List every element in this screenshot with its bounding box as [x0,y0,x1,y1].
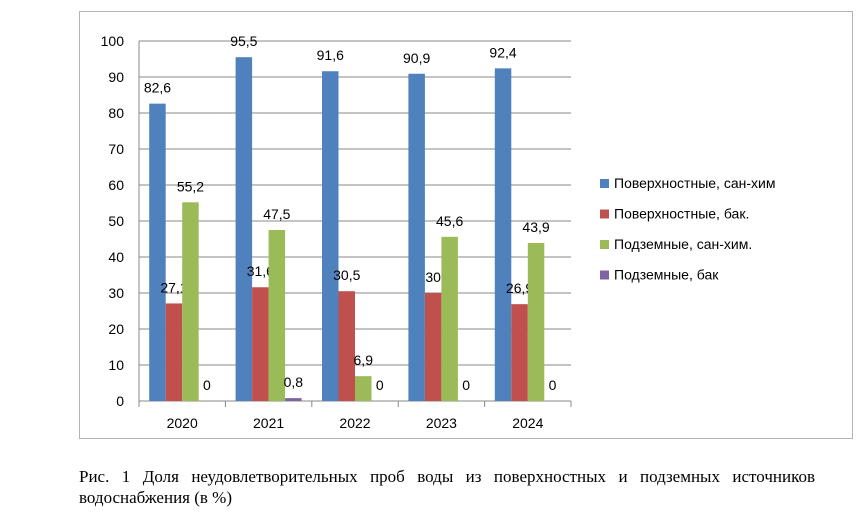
y-tick-label: 70 [108,141,124,157]
legend-label: Подземные, сан-хим. [614,236,752,252]
y-tick-label: 0 [116,393,124,409]
bar [149,103,166,401]
y-tick-label: 20 [108,321,124,337]
data-label: 92,4 [489,44,516,60]
data-label: 6,9 [354,352,374,368]
x-tick-label: 2021 [253,415,284,431]
x-tick-label: 2023 [426,415,457,431]
y-tick-label: 10 [108,357,124,373]
data-label: 55,2 [177,178,204,194]
y-tick-label: 100 [101,33,125,49]
bar [268,230,286,401]
data-label: 27,1 [160,279,187,295]
data-label: 91,6 [317,47,344,63]
legend-label: Поверхностные, сан-хим [614,175,775,191]
legend-label: Подземные, бак [614,267,719,283]
bar [441,236,458,401]
x-tick-label: 2024 [512,415,543,431]
bar [494,68,512,402]
data-label: 30 [425,269,441,285]
legend-swatch [600,270,609,280]
data-label: 90,9 [403,50,430,66]
bar [338,291,355,401]
data-label: 0 [376,377,384,393]
data-label: 43,9 [522,219,549,235]
y-tick-label: 60 [108,177,124,193]
data-label: 31,6 [247,263,274,279]
bar [235,57,253,401]
legend-swatch [600,179,609,188]
bar [408,73,425,401]
x-tick-label: 2022 [339,415,370,431]
x-tick-label: 2020 [167,415,198,431]
data-label: 82,6 [144,80,171,96]
data-label: 45,6 [436,213,463,229]
bar [511,304,528,401]
y-tick-label: 90 [108,69,124,85]
data-label: 47,5 [263,206,290,222]
data-label: 30,5 [333,267,360,283]
figure-caption: Рис. 1 Доля неудовлетворительных проб во… [79,467,815,507]
bar-chart: 0 10 20 30 40 50 60 70 80 90 100 2020 2021 2022 2023 20… [101,33,776,431]
chart-frame: 0 10 20 30 40 50 60 70 80 90 100 2020 2021 2022 2023 20… [79,11,853,439]
y-tick-label: 40 [108,249,124,265]
data-label: 26,9 [506,280,533,296]
y-tick-label: 80 [108,105,124,121]
data-label: 0 [203,377,211,393]
bar [285,398,302,401]
bar [424,293,442,401]
y-tick-label: 30 [108,285,124,301]
bar [527,242,545,401]
bar [355,376,372,401]
y-tick-label: 50 [108,213,124,229]
legend-label: Поверхностные, бак. [614,206,749,222]
bar [182,202,199,401]
data-label: 0 [462,377,470,393]
data-label: 0 [549,377,557,393]
bar [252,287,269,401]
legend-swatch [600,209,609,219]
data-label: 95,5 [230,33,257,49]
bar [322,71,339,402]
bar [165,303,183,401]
data-label: 0,8 [284,374,304,390]
legend-swatch [600,240,609,249]
